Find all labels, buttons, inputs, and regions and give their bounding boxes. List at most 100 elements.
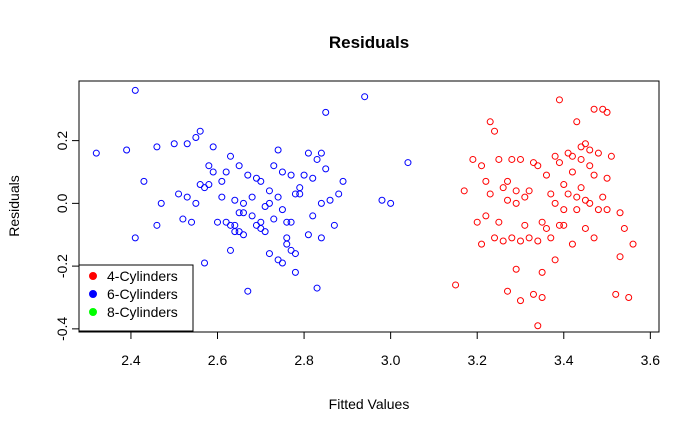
point-4-cylinders: [560, 181, 568, 189]
x-axis: 2.4 2.6 2.8 3.0 3.2 3.4 3.6: [121, 331, 661, 368]
point-4-cylinders: [512, 187, 520, 195]
point-6-cylinders: [123, 146, 131, 154]
point-4-cylinders: [508, 234, 516, 242]
point-4-cylinders: [560, 221, 568, 229]
point-4-cylinders: [586, 199, 594, 207]
point-6-cylinders: [231, 221, 239, 229]
point-6-cylinders: [274, 193, 282, 201]
point-6-cylinders: [283, 234, 291, 242]
point-6-cylinders: [257, 177, 265, 185]
point-6-cylinders: [131, 234, 139, 242]
point-6-cylinders: [218, 193, 226, 201]
chart-title: Residuals: [329, 33, 409, 52]
point-6-cylinders: [140, 177, 148, 185]
x-tick-label: 3.2: [467, 352, 487, 368]
point-6-cylinders: [257, 218, 265, 226]
point-4-cylinders: [547, 190, 555, 198]
point-4-cylinders: [486, 118, 494, 126]
legend-label: 6-Cylinders: [107, 286, 178, 302]
point-4-cylinders: [599, 193, 607, 201]
point-4-cylinders: [542, 224, 550, 232]
x-tick-label: 2.6: [208, 352, 228, 368]
point-6-cylinders: [387, 199, 395, 207]
point-6-cylinders: [257, 224, 265, 232]
point-4-cylinders: [586, 146, 594, 154]
point-4-cylinders: [616, 209, 624, 217]
point-4-cylinders: [534, 322, 542, 330]
point-6-cylinders: [278, 259, 286, 267]
y-axis: -0.4 -0.2 0.0 0.2: [54, 131, 80, 341]
point-6-cylinders: [317, 199, 325, 207]
point-6-cylinders: [131, 86, 139, 94]
data-points: [92, 86, 637, 330]
point-6-cylinders: [278, 206, 286, 214]
point-4-cylinders: [525, 234, 533, 242]
point-6-cylinders: [192, 133, 200, 141]
point-4-cylinders: [581, 140, 589, 148]
point-4-cylinders: [482, 177, 490, 185]
point-6-cylinders: [183, 140, 191, 148]
point-6-cylinders: [313, 284, 321, 292]
point-4-cylinders: [491, 234, 499, 242]
point-4-cylinders: [542, 171, 550, 179]
point-6-cylinders: [322, 165, 330, 173]
point-4-cylinders: [573, 118, 581, 126]
point-6-cylinders: [214, 218, 222, 226]
point-4-cylinders: [504, 196, 512, 204]
point-4-cylinders: [551, 152, 559, 160]
point-6-cylinders: [196, 181, 204, 189]
point-4-cylinders: [482, 212, 490, 220]
point-6-cylinders: [330, 221, 338, 229]
point-4-cylinders: [499, 184, 507, 192]
point-4-cylinders: [516, 237, 524, 245]
point-6-cylinders: [218, 177, 226, 185]
point-6-cylinders: [157, 199, 165, 207]
point-6-cylinders: [179, 215, 187, 223]
legend-marker: [89, 290, 97, 298]
point-6-cylinders: [205, 181, 213, 189]
point-6-cylinders: [235, 162, 243, 170]
point-4-cylinders: [555, 159, 563, 167]
point-4-cylinders: [590, 171, 598, 179]
point-6-cylinders: [153, 221, 161, 229]
point-6-cylinders: [322, 108, 330, 116]
x-tick-label: 3.0: [381, 352, 401, 368]
x-tick-label: 2.8: [294, 352, 314, 368]
point-4-cylinders: [508, 155, 516, 163]
point-4-cylinders: [577, 184, 585, 192]
x-tick-label: 2.4: [121, 352, 141, 368]
point-4-cylinders: [555, 221, 563, 229]
point-6-cylinders: [335, 190, 343, 198]
point-4-cylinders: [590, 234, 598, 242]
point-6-cylinders: [244, 287, 252, 295]
point-4-cylinders: [460, 187, 468, 195]
y-tick-label: -0.4: [54, 317, 70, 341]
x-tick-label: 3.6: [641, 352, 661, 368]
point-4-cylinders: [516, 297, 524, 305]
point-4-cylinders: [547, 234, 555, 242]
legend-marker: [89, 272, 97, 280]
point-4-cylinders: [612, 290, 620, 298]
point-6-cylinders: [287, 218, 295, 226]
point-6-cylinders: [291, 190, 299, 198]
point-6-cylinders: [313, 155, 321, 163]
point-6-cylinders: [239, 209, 247, 217]
point-6-cylinders: [287, 246, 295, 254]
point-6-cylinders: [326, 196, 334, 204]
point-6-cylinders: [265, 250, 273, 258]
point-6-cylinders: [270, 162, 278, 170]
x-tick-label: 3.4: [554, 352, 574, 368]
point-4-cylinders: [586, 162, 594, 170]
point-4-cylinders: [568, 152, 576, 160]
point-4-cylinders: [629, 240, 637, 248]
point-4-cylinders: [625, 293, 633, 301]
point-6-cylinders: [317, 149, 325, 157]
point-4-cylinders: [495, 155, 503, 163]
point-6-cylinders: [201, 259, 209, 267]
point-4-cylinders: [560, 206, 568, 214]
point-4-cylinders: [573, 206, 581, 214]
y-tick-label: 0.0: [54, 193, 70, 213]
point-4-cylinders: [577, 155, 585, 163]
point-6-cylinders: [404, 159, 412, 167]
point-6-cylinders: [226, 152, 234, 160]
